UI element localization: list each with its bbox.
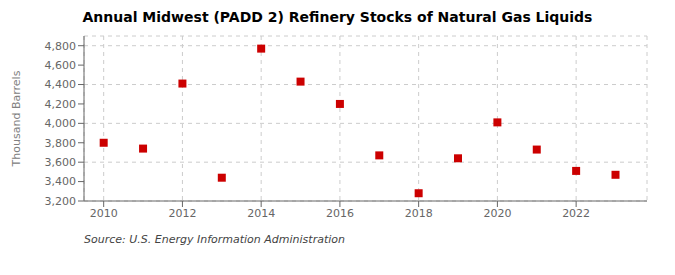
svg-text:2016: 2016 <box>326 207 354 220</box>
svg-text:Thousand Barrels: Thousand Barrels <box>10 70 23 167</box>
svg-text:2010: 2010 <box>90 207 118 220</box>
svg-text:4,800: 4,800 <box>45 40 77 53</box>
svg-text:3,400: 3,400 <box>45 175 77 188</box>
svg-text:2018: 2018 <box>405 207 433 220</box>
svg-text:2022: 2022 <box>562 207 590 220</box>
svg-text:4,000: 4,000 <box>45 117 77 130</box>
svg-text:2014: 2014 <box>247 207 275 220</box>
svg-text:2020: 2020 <box>483 207 511 220</box>
svg-text:3,800: 3,800 <box>45 137 77 150</box>
svg-text:4,200: 4,200 <box>45 98 77 111</box>
svg-text:3,200: 3,200 <box>45 195 77 208</box>
html-text:Annual Midwest (PADD 2) Refine: Annual Midwest (PADD 2) Refinery Stocks … <box>82 9 593 25</box>
svg-text:4,400: 4,400 <box>45 78 77 91</box>
html-text:Source: U.S. Energy Informatio: Source: U.S. Energy Information Administ… <box>84 233 345 246</box>
svg-text:2012: 2012 <box>168 207 196 220</box>
svg-text:3,600: 3,600 <box>45 156 77 169</box>
svg-text:4,600: 4,600 <box>45 59 77 72</box>
